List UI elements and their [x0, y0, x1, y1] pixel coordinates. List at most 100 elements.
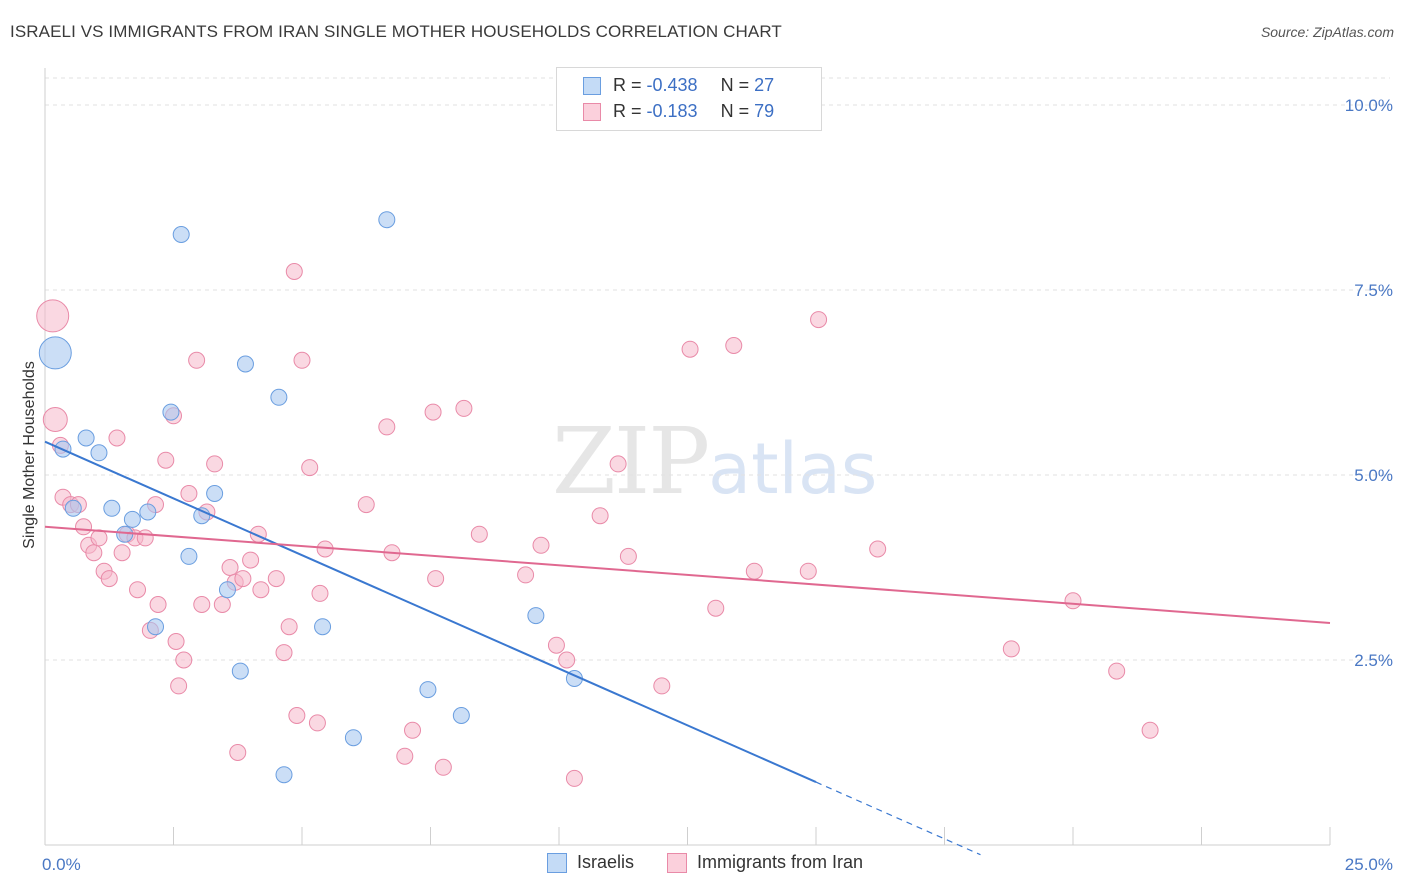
x-tick-label: 25.0%: [1345, 855, 1393, 874]
iran-point: [100, 570, 118, 588]
iran-point: [285, 263, 303, 280]
iran-point: [378, 418, 396, 436]
iran-point: [36, 299, 70, 333]
legend-n-value: 27: [754, 75, 775, 95]
axes: [44, 68, 1331, 846]
iran-point: [242, 551, 260, 569]
israelis-point: [38, 336, 72, 370]
iran-point: [558, 651, 576, 669]
iran-point: [653, 677, 671, 695]
iran-point: [1141, 721, 1159, 739]
iran-point: [434, 758, 452, 776]
iran-point: [90, 529, 108, 547]
y-axis-title: Single Mother Households: [21, 361, 38, 549]
iran-point: [357, 496, 375, 514]
iran-point: [311, 584, 329, 602]
iran-point: [565, 769, 583, 787]
iran-point: [188, 351, 206, 369]
iran-point: [108, 429, 126, 447]
legend-label-israelis: Israelis: [577, 852, 635, 872]
iran-point: [149, 596, 167, 613]
israelis-point: [218, 581, 236, 599]
legend-n-value: 79: [754, 101, 775, 121]
iran-point: [427, 570, 445, 588]
iran-point: [113, 544, 131, 562]
y-tick-label: 5.0%: [1354, 466, 1393, 485]
iran-point: [609, 455, 627, 473]
israelis-point: [314, 618, 332, 636]
israelis-point: [527, 607, 545, 625]
israelis-point: [344, 729, 362, 747]
iran-point: [136, 529, 154, 547]
iran-point: [1002, 640, 1020, 658]
iran-point: [234, 570, 252, 588]
iran-point: [129, 581, 147, 599]
israelis-trend-line: [44, 440, 817, 784]
iran-point: [799, 562, 817, 580]
legend-swatch-israelis: [583, 77, 601, 96]
israelis-point: [206, 485, 224, 502]
legend-row-israelis: R = -0.438 N = 27: [583, 75, 774, 99]
iran-point: [213, 596, 231, 613]
tick-labels: 2.5% 5.0% 7.5% 10.0% 0.0% 25.0%: [42, 96, 1393, 874]
legend-swatch-iran: [667, 853, 688, 874]
legend-row-iran: R = -0.183 N = 79: [583, 101, 774, 125]
israelis-point: [64, 499, 82, 517]
israelis-point: [180, 547, 198, 565]
correlation-legend: R = -0.438 N = 27 R = -0.183 N = 79: [556, 67, 822, 131]
iran-point: [470, 525, 488, 543]
iran-point: [221, 559, 239, 576]
chart-title: ISRAELI VS IMMIGRANTS FROM IRAN SINGLE M…: [10, 22, 782, 41]
israelis-point: [103, 499, 121, 517]
israelis-point: [378, 211, 396, 229]
iran-point: [517, 566, 535, 584]
iran-point: [707, 599, 725, 617]
iran-point: [275, 644, 293, 662]
iran-point: [810, 311, 828, 329]
israelis-point: [90, 444, 108, 462]
iran-point: [869, 540, 887, 558]
iran-point: [157, 451, 175, 469]
legend-item-israelis: Israelis: [547, 852, 635, 874]
israelis-point: [275, 766, 293, 784]
iran-point: [175, 651, 193, 669]
iran-point: [288, 707, 306, 724]
legend-item-iran: Immigrants from Iran: [667, 852, 864, 874]
israelis-point: [172, 226, 190, 243]
israelis-point: [270, 388, 288, 406]
iran-point: [547, 636, 565, 654]
israelis-point: [162, 403, 180, 421]
iran-point: [308, 714, 326, 732]
legend-r-label: R =: [613, 101, 642, 121]
iran-point: [75, 518, 93, 536]
iran-point: [404, 721, 422, 739]
israelis-point: [77, 429, 95, 447]
iran-point: [1108, 662, 1126, 680]
legend-label-iran: Immigrants from Iran: [697, 852, 864, 872]
iran-point: [455, 399, 473, 417]
israelis-point: [139, 503, 157, 521]
iran-point: [293, 351, 311, 369]
iran-point: [229, 744, 247, 761]
iran-points: [36, 263, 1159, 787]
iran-point: [267, 570, 285, 588]
watermark-zip: ZIP: [552, 408, 710, 515]
legend-n-label: N =: [720, 101, 750, 121]
iran-point: [301, 459, 319, 477]
watermark-atlas: atlas: [708, 428, 878, 510]
legend-r-label: R =: [613, 75, 642, 95]
y-tick-label: 7.5%: [1354, 281, 1393, 300]
israelis-point: [116, 525, 134, 543]
series-legend: Israelis Immigrants from Iran: [547, 852, 891, 874]
israelis-point: [231, 662, 249, 680]
iran-point: [1064, 592, 1082, 610]
iran-point: [424, 403, 442, 421]
iran-point: [532, 536, 550, 554]
legend-n-label: N =: [720, 75, 750, 95]
iran-point: [591, 507, 609, 525]
iran-point: [681, 340, 699, 358]
israelis-point: [123, 510, 141, 528]
iran-point: [42, 407, 68, 432]
israelis-point: [419, 681, 437, 699]
